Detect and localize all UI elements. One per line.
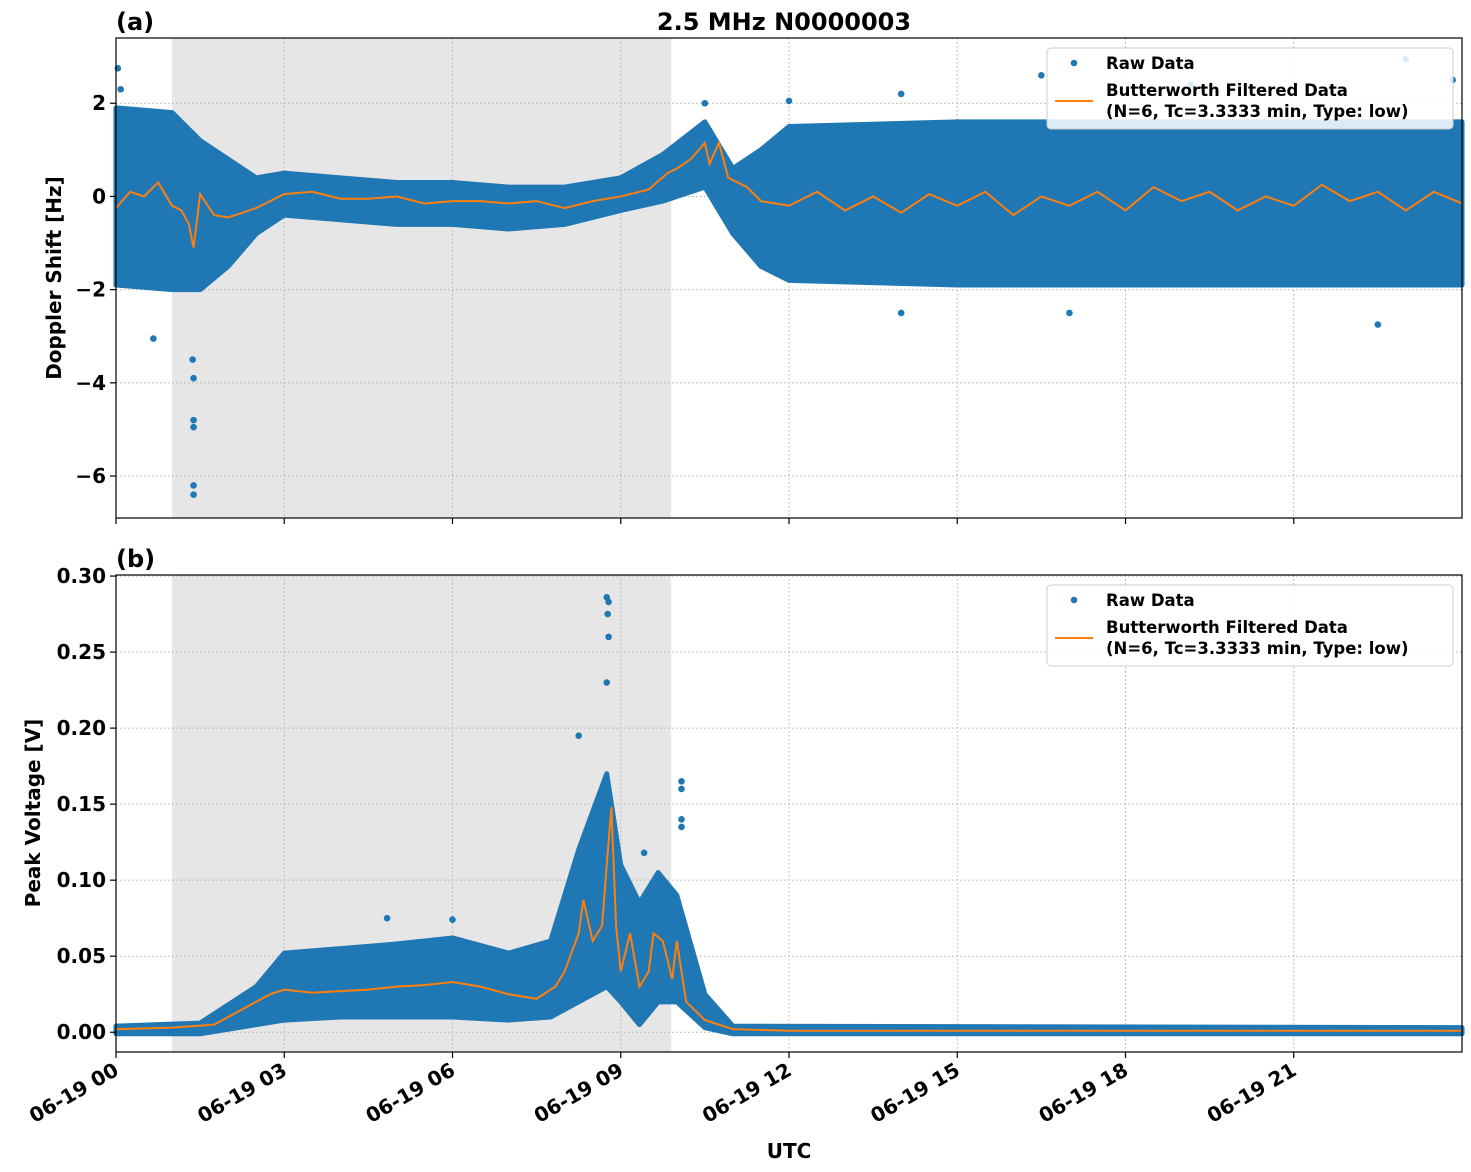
chart-title: 2.5 MHz N0000003 <box>657 8 911 36</box>
x-tick-label: 06-19 15 <box>866 1058 964 1128</box>
y-tick-label: 0.20 <box>57 716 106 740</box>
shaded-span <box>172 38 672 518</box>
raw-data-point <box>449 916 456 924</box>
raw-data-point <box>785 97 793 105</box>
legend-entry: Butterworth Filtered Data <box>1106 618 1348 637</box>
y-tick-label: −4 <box>75 371 106 395</box>
raw-data-point <box>897 90 905 98</box>
legend-entry: Butterworth Filtered Data <box>1106 81 1348 100</box>
raw-data-point <box>604 610 611 618</box>
x-tick-label: 06-19 09 <box>530 1058 628 1128</box>
legend-raw-marker <box>1070 596 1078 604</box>
raw-data-point <box>190 482 197 489</box>
raw-data-point <box>117 85 124 93</box>
y-tick-label: 0.10 <box>57 868 106 892</box>
raw-data-point <box>1038 71 1045 79</box>
raw-data-point <box>190 491 197 498</box>
x-tick-label: 06-19 00 <box>25 1058 123 1128</box>
x-tick-label: 06-19 12 <box>698 1058 796 1128</box>
legend-box <box>1046 47 1454 130</box>
panel-a: 2 0 −2 −4 −6 Raw Data Butterworth Filtered Dat… <box>75 37 1465 524</box>
legend-entry: Raw Data <box>1106 54 1195 73</box>
y-tick-label: −6 <box>75 464 106 488</box>
y-axis-label-b: Peak Voltage [V] <box>21 719 45 908</box>
raw-data-point <box>603 679 611 686</box>
filtered-data-line <box>115 139 1463 248</box>
raw-data-point <box>1374 321 1382 328</box>
raw-data-point <box>189 356 196 363</box>
raw-data-point <box>150 335 157 342</box>
raw-data-point <box>383 914 391 922</box>
raw-data-point <box>190 416 197 424</box>
y-axis-label-a: Doppler Shift [Hz] <box>42 176 66 380</box>
legend-entry: (N=6, Tc=3.3333 min, Type: low) <box>1106 639 1409 658</box>
y-tick-label: 0.05 <box>57 944 106 968</box>
x-tick-label: 06-19 03 <box>193 1058 291 1128</box>
y-tick-label: 0.15 <box>57 792 106 816</box>
raw-data-point <box>701 99 709 107</box>
raw-data-point <box>605 633 612 641</box>
legend-entry: Raw Data <box>1106 591 1195 610</box>
legend-raw-marker <box>1070 59 1078 67</box>
raw-data-point <box>678 816 685 823</box>
raw-data-point <box>605 598 612 606</box>
x-tick-label: 06-19 18 <box>1034 1058 1132 1128</box>
panel-label-a: (a) <box>116 8 154 36</box>
y-tick-label: 0.30 <box>57 564 106 588</box>
raw-data-point <box>190 423 197 431</box>
raw-data-point <box>190 374 197 382</box>
x-axis-label: UTC <box>767 1139 812 1163</box>
raw-data-point <box>575 732 582 740</box>
raw-data-point <box>1066 309 1073 317</box>
raw-data-point <box>678 823 685 831</box>
filtered-data-line <box>115 807 1462 1032</box>
y-tick-label: 2 <box>92 91 106 115</box>
legend-entry: (N=6, Tc=3.3333 min, Type: low) <box>1106 102 1409 121</box>
raw-data-point <box>640 849 648 857</box>
y-tick-label: −2 <box>75 278 106 302</box>
raw-data-point <box>678 785 685 793</box>
raw-data-point <box>897 309 905 317</box>
y-tick-label: 0 <box>92 184 106 208</box>
x-tick-label: 06-19 06 <box>361 1058 459 1128</box>
x-tick-label: 06-19 21 <box>1203 1058 1301 1128</box>
raw-data-point <box>678 778 685 785</box>
panel-b: 0.30 0.25 0.20 0.15 0.10 0.05 0.00 06-19 00 06-1… <box>25 564 1465 1128</box>
legend-box <box>1046 584 1454 667</box>
y-tick-label: 0.25 <box>57 640 106 664</box>
panel-label-b: (b) <box>116 545 155 573</box>
y-tick-label: 0.00 <box>57 1020 106 1044</box>
